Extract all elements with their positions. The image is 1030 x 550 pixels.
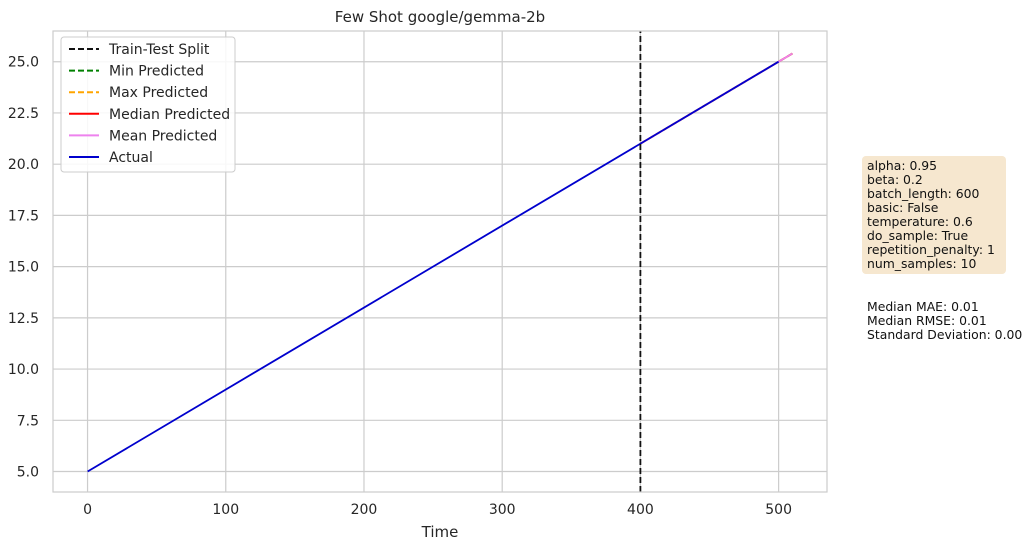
y-tick-label: 15.0 xyxy=(8,260,39,276)
metric-line: Median MAE: 0.01 xyxy=(867,299,979,314)
legend-label: Train-Test Split xyxy=(108,42,210,58)
param-line: basic: False xyxy=(867,200,939,215)
y-tick-label: 5.0 xyxy=(17,465,39,481)
metrics-text: Median MAE: 0.01 Median RMSE: 0.01 Standar… xyxy=(867,300,1022,342)
y-tick-label: 10.0 xyxy=(8,362,39,378)
legend-label: Min Predicted xyxy=(109,64,204,80)
x-tick-label: 200 xyxy=(351,502,378,518)
plot-frame xyxy=(52,30,828,493)
param-line: repetition_penalty: 1 xyxy=(867,242,995,257)
param-line: beta: 0.2 xyxy=(867,172,923,187)
param-line: alpha: 0.95 xyxy=(867,158,938,173)
param-line: batch_length: 600 xyxy=(867,186,980,201)
legend-label: Median Predicted xyxy=(109,107,230,123)
y-tick-label: 17.5 xyxy=(8,208,39,224)
x-tick-label: 400 xyxy=(627,502,654,518)
param-line: do_sample: True xyxy=(867,228,969,243)
series-lines xyxy=(87,31,793,492)
y-tick-label: 25.0 xyxy=(8,55,39,71)
legend-label: Max Predicted xyxy=(109,85,208,101)
y-tick-label: 7.5 xyxy=(17,413,39,429)
legend-box xyxy=(60,36,236,173)
x-tick-label: 100 xyxy=(212,502,239,518)
x-tick-label: 0 xyxy=(83,502,92,518)
param-line: num_samples: 10 xyxy=(867,256,977,271)
grid-lines xyxy=(53,31,827,492)
x-tick-label: 300 xyxy=(489,502,516,518)
x-tick-label: 500 xyxy=(765,502,792,518)
metric-line: Standard Deviation: 0.00 xyxy=(867,327,1023,342)
legend-label: Mean Predicted xyxy=(109,128,217,144)
param-line: temperature: 0.6 xyxy=(867,214,973,229)
y-tick-label: 12.5 xyxy=(8,311,39,327)
y-tick-label: 20.0 xyxy=(8,157,39,173)
metric-line: Median RMSE: 0.01 xyxy=(867,313,987,328)
legend-label: Actual xyxy=(109,150,153,166)
chart-title: Few Shot google/gemma-2b xyxy=(335,8,545,26)
axis-ticks: 0 100 200 300 400 500 5.0 7.5 10.0 12.5 15.0 17.5 20… xyxy=(8,55,792,518)
legend: Train-Test Split Min Predicted Max Predict… xyxy=(60,36,236,173)
parameters-box: alpha: 0.95 beta: 0.2 batch_length: 600 bas… xyxy=(862,156,1006,274)
series-line-actual xyxy=(87,60,780,473)
x-axis-label: Time xyxy=(421,523,459,541)
y-tick-label: 22.5 xyxy=(8,106,39,122)
